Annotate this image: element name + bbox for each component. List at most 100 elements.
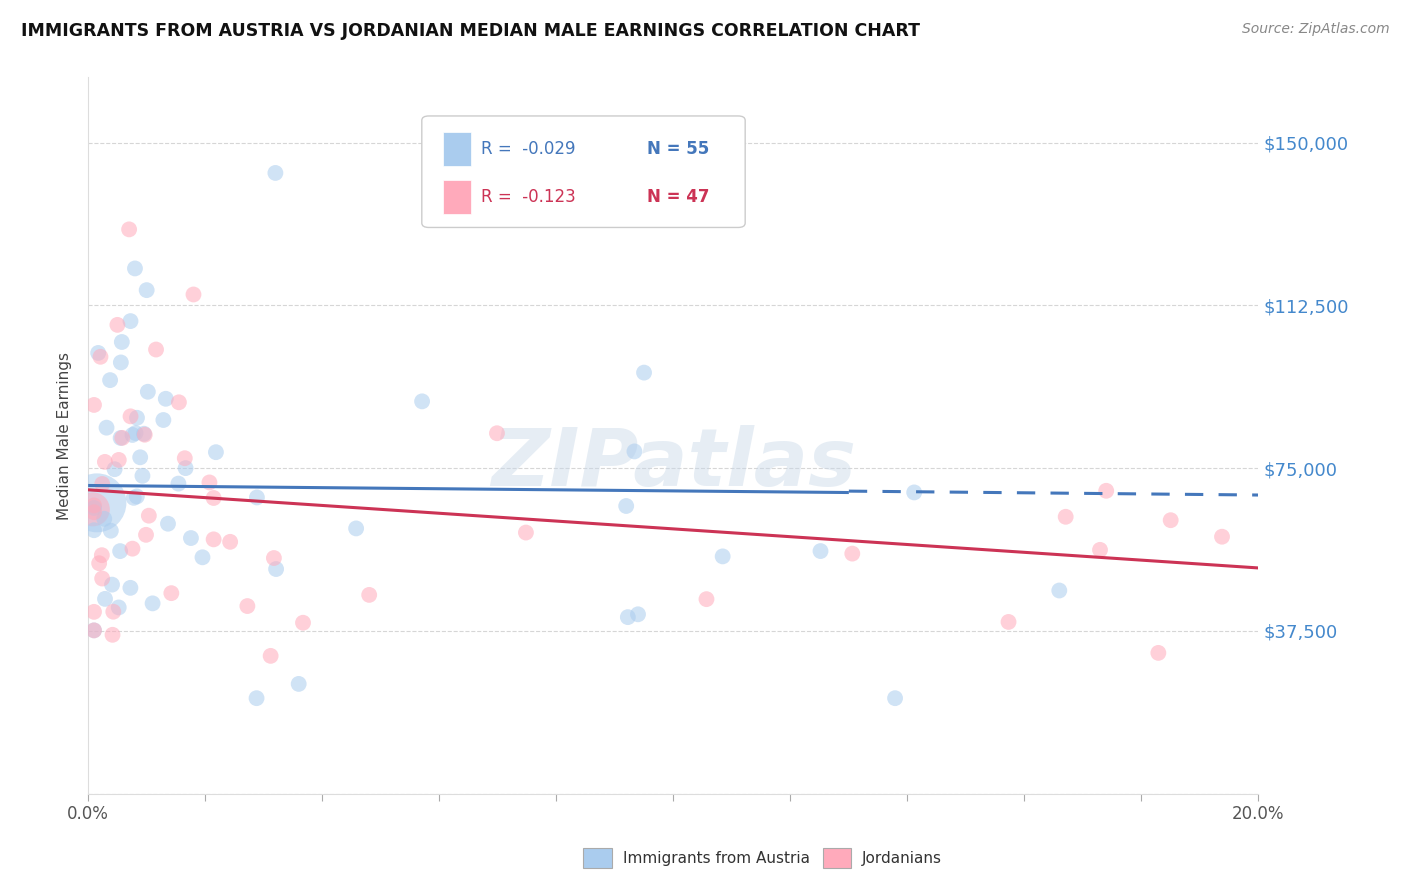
Point [219,534,242,549]
Point [89,350,111,364]
Point [1147,646,1170,660]
Point [121,541,143,556]
Point [884,691,907,706]
Point [89,556,111,570]
Point [122,491,145,505]
Point [100,524,122,538]
Point [145,343,167,357]
Point [344,521,367,535]
Point [202,491,225,505]
Text: N = 55: N = 55 [647,140,709,158]
Point [131,468,153,483]
Point [104,462,127,476]
Point [82,502,104,516]
Point [1054,509,1077,524]
Point [259,648,281,663]
Text: R =  -0.029: R = -0.029 [481,140,575,158]
Point [167,395,190,409]
Point [152,413,174,427]
Point [83,500,105,515]
Point [83,499,105,513]
Text: IMMIGRANTS FROM AUSTRIA VS JORDANIAN MEDIAN MALE EARNINGS CORRELATION CHART: IMMIGRANTS FROM AUSTRIA VS JORDANIAN MED… [21,22,920,40]
Point [124,425,146,440]
Point [264,562,287,576]
Point [120,409,142,424]
Point [614,499,637,513]
Point [132,426,155,441]
Point [136,384,159,399]
Point [121,428,143,442]
Point [124,261,146,276]
Text: Immigrants from Austria: Immigrants from Austria [623,851,810,865]
Text: Source: ZipAtlas.com: Source: ZipAtlas.com [1241,22,1389,37]
Y-axis label: Median Male Earnings: Median Male Earnings [58,351,72,519]
Point [83,505,105,519]
Point [191,550,214,565]
Point [359,588,381,602]
Point [101,577,124,591]
Point [198,475,221,490]
Point [118,222,141,236]
Point [90,548,112,562]
Point [91,477,114,491]
Point [93,512,115,526]
Point [903,485,925,500]
Point [107,318,129,332]
Point [108,544,131,558]
Point [107,453,129,467]
Point [134,427,156,442]
Point [83,624,105,638]
Point [485,426,508,441]
Point [101,628,124,642]
Point [125,490,148,504]
Point [120,314,142,328]
Point [633,366,655,380]
Point [94,455,117,469]
Point [167,476,190,491]
Point [202,533,225,547]
Point [156,516,179,531]
Point [180,531,202,545]
Point [135,283,157,297]
Point [83,624,105,638]
Point [841,547,863,561]
Point [98,373,121,387]
Point [96,420,118,434]
Point [246,491,269,505]
Point [695,592,717,607]
Point [135,528,157,542]
Point [1047,583,1070,598]
Point [138,508,160,523]
Point [107,600,129,615]
Point [142,596,165,610]
Point [627,607,650,622]
Point [111,431,134,445]
Point [111,334,134,349]
Point [245,691,267,706]
Point [125,410,148,425]
Point [110,431,132,445]
Point [263,551,285,566]
Point [997,615,1019,629]
Point [120,581,142,595]
Point [183,287,205,301]
Point [86,496,108,510]
Point [623,444,645,458]
Point [155,392,177,406]
Point [87,346,110,360]
Point [1088,542,1111,557]
Point [83,605,105,619]
Point [264,166,287,180]
Point [810,544,832,558]
Text: ZIPatlas: ZIPatlas [491,425,856,503]
Point [91,572,114,586]
Point [110,355,132,369]
Text: Jordanians: Jordanians [862,851,942,865]
Point [173,451,195,466]
Point [617,610,640,624]
Text: N = 47: N = 47 [647,188,709,206]
Point [205,445,228,459]
Point [292,615,315,630]
Point [236,599,259,613]
Point [1160,513,1182,527]
